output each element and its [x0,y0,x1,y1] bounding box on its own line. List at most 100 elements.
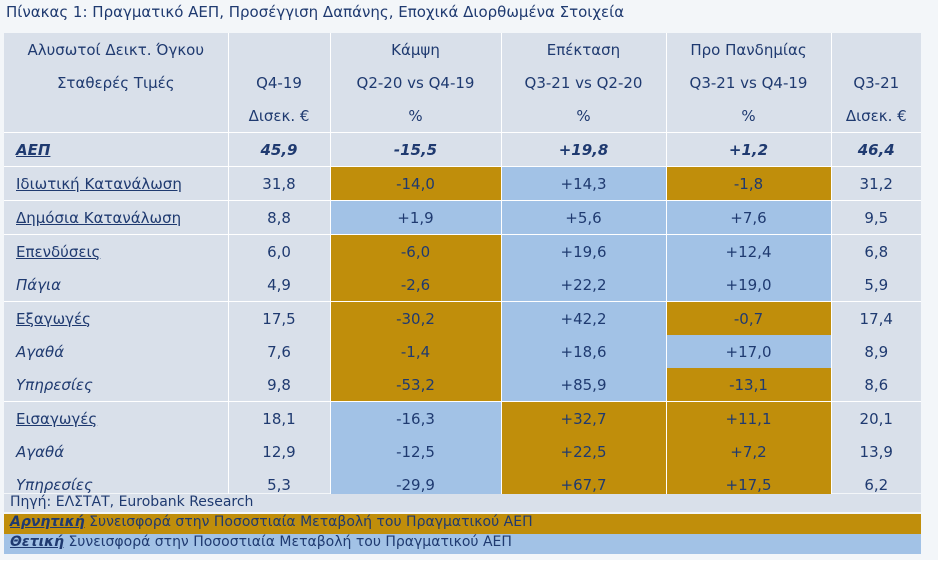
table-cell: 12,9 [262,442,296,461]
table-cell: 6,0 [228,234,330,268]
row-label: ΑΕΠ [4,132,229,167]
header-cell: % [329,99,501,133]
header-cell: Q3-21 [830,66,921,99]
header-cell: Επέκταση [500,33,666,66]
table-title: Πίνακας 1: Πραγματικό ΑΕΠ, Προσέγγιση Δα… [6,3,625,21]
header-cell: Q2-20 vs Q4-19 [329,66,501,99]
table-cell: -53,2 [329,368,501,402]
table-cell: -16,3 [329,401,501,435]
header-cell: Προ Πανδημίας [665,33,831,66]
table-cell: 8,8 [228,200,330,235]
row-label: Δημόσια Κατανάλωση [4,200,229,235]
table-cell: 45,9 [228,132,330,167]
table-cell: -12,5 [329,435,501,468]
table-cell: +7,6 [665,200,831,235]
table-cell: 18,1 [228,401,330,435]
legend-negative: Αρνητική Συνεισφορά στην Ποσοστιαία Μετα… [4,514,921,534]
table-cell: +17,0 [665,335,831,368]
table-cell: 8,9 [830,335,921,368]
table-cell: 7,6 [267,342,291,361]
legend-positive-word: Θετική [10,534,64,550]
header-cell [228,33,330,66]
table-cell: +1,9 [329,200,501,235]
table-cell: +85,9 [500,368,666,402]
legend-positive: Θετική Συνεισφορά στην Ποσοστιαία Μεταβο… [4,534,921,554]
table-cell: +19,8 [500,132,666,167]
header-cell: % [665,99,831,133]
header-cell [4,99,229,133]
table-row: Εισαγωγές 18,1 -16,3 +32,7 +11,1 20,1 [4,401,921,435]
table-cell: 17,5 [228,301,330,335]
legend-positive-text: Συνεισφορά στην Ποσοστιαία Μεταβολή του … [64,534,512,550]
row-label: Υπηρεσίες [4,368,229,402]
table-cell: +14,3 [500,166,666,201]
header-cell [830,33,921,66]
legend-negative-word: Αρνητική [10,514,85,530]
gdp-table: Αλυσωτοί Δεικτ. Όγκου Κάμψη Επέκταση Προ… [4,33,921,501]
source-note: Πηγή: ΕΛΣΤΑΤ, Eurobank Research [4,494,921,512]
table-cell: 8,6 [830,368,921,402]
table-cell: 46,4 [830,132,921,167]
row-label: Αγαθά [4,335,229,368]
table-cell: -30,2 [329,301,501,335]
table-cell: +7,2 [665,435,831,468]
table-cell: +32,7 [500,401,666,435]
header-row: Αλυσωτοί Δεικτ. Όγκου Κάμψη Επέκταση Προ… [4,33,921,66]
header-cell: Q4-19 [256,73,302,92]
table-cell: 9,5 [830,200,921,235]
row-label: Πάγια [4,268,229,302]
table-cell: +22,2 [500,268,666,302]
table-row: Αγαθά 12,9 -12,5 +22,5 +7,2 13,9 [4,435,921,468]
table-cell: -1,4 [329,335,501,368]
row-label: Επενδύσεις [4,234,229,268]
table-cell: 4,9 [267,275,291,294]
table-row: Δημόσια Κατανάλωση 8,8 +1,9 +5,6 +7,6 9,… [4,200,921,235]
table-cell: -2,6 [329,268,501,302]
table-cell: -13,1 [665,368,831,402]
table-cell: 31,2 [830,166,921,201]
table-cell: +42,2 [500,301,666,335]
header-row: Δισεκ. € % % % Δισεκ. € [4,99,921,133]
header-cell: Q3-21 vs Q2-20 [500,66,666,99]
row-label: Αγαθά [4,435,229,468]
table-row: Αγαθά 7,6 -1,4 +18,6 +17,0 8,9 [4,335,921,368]
table-cell: 17,4 [830,301,921,335]
table-row: Επενδύσεις 6,0 -6,0 +19,6 +12,4 6,8 [4,234,921,268]
table-cell: -6,0 [329,234,501,268]
table-cell: 5,9 [830,268,921,302]
table-cell: +12,4 [665,234,831,268]
table-cell: 31,8 [228,166,330,201]
row-label: Εξαγωγές [4,301,229,335]
table-cell: +11,1 [665,401,831,435]
source-text: Πηγή: ΕΛΣΤΑΤ, Eurobank Research [10,494,254,510]
table-row: Υπηρεσίες 9,8 -53,2 +85,9 -13,1 8,6 [4,368,921,402]
table-cell: -1,8 [665,166,831,201]
table-row: Ιδιωτική Κατανάλωση 31,8 -14,0 +14,3 -1,… [4,166,921,201]
table-row: Πάγια 4,9 -2,6 +22,2 +19,0 5,9 [4,268,921,302]
table-cell: -15,5 [329,132,501,167]
header-cell: Σταθερές Τιμές [4,66,229,99]
header-cell: % [500,99,666,133]
legend-negative-text: Συνεισφορά στην Ποσοστιαία Μεταβολή του … [84,514,533,530]
row-label: Ιδιωτική Κατανάλωση [4,166,229,201]
header-cell: Αλυσωτοί Δεικτ. Όγκου [4,33,229,66]
table-row: Εξαγωγές 17,5 -30,2 +42,2 -0,7 17,4 [4,301,921,335]
table-cell: 9,8 [267,375,291,394]
header-cell: Q3-21 vs Q4-19 [665,66,831,99]
header-cell: Δισεκ. € [830,99,921,133]
row-label: Εισαγωγές [4,401,229,435]
table-cell: 13,9 [830,435,921,468]
header-row: Σταθερές Τιμές Q4-19 Q2-20 vs Q4-19 Q3-2… [4,66,921,99]
table-cell: +19,6 [500,234,666,268]
table-cell: +18,6 [500,335,666,368]
table-cell: 20,1 [830,401,921,435]
header-cell: Δισεκ. € [248,106,310,125]
table-cell: +5,6 [500,200,666,235]
table-cell: 5,3 [267,475,291,494]
bottom-strip [0,560,938,575]
table-cell: +19,0 [665,268,831,302]
table-cell: +1,2 [665,132,831,167]
table-cell: +22,5 [500,435,666,468]
header-cell: Κάμψη [329,33,501,66]
table-cell: 6,8 [830,234,921,268]
